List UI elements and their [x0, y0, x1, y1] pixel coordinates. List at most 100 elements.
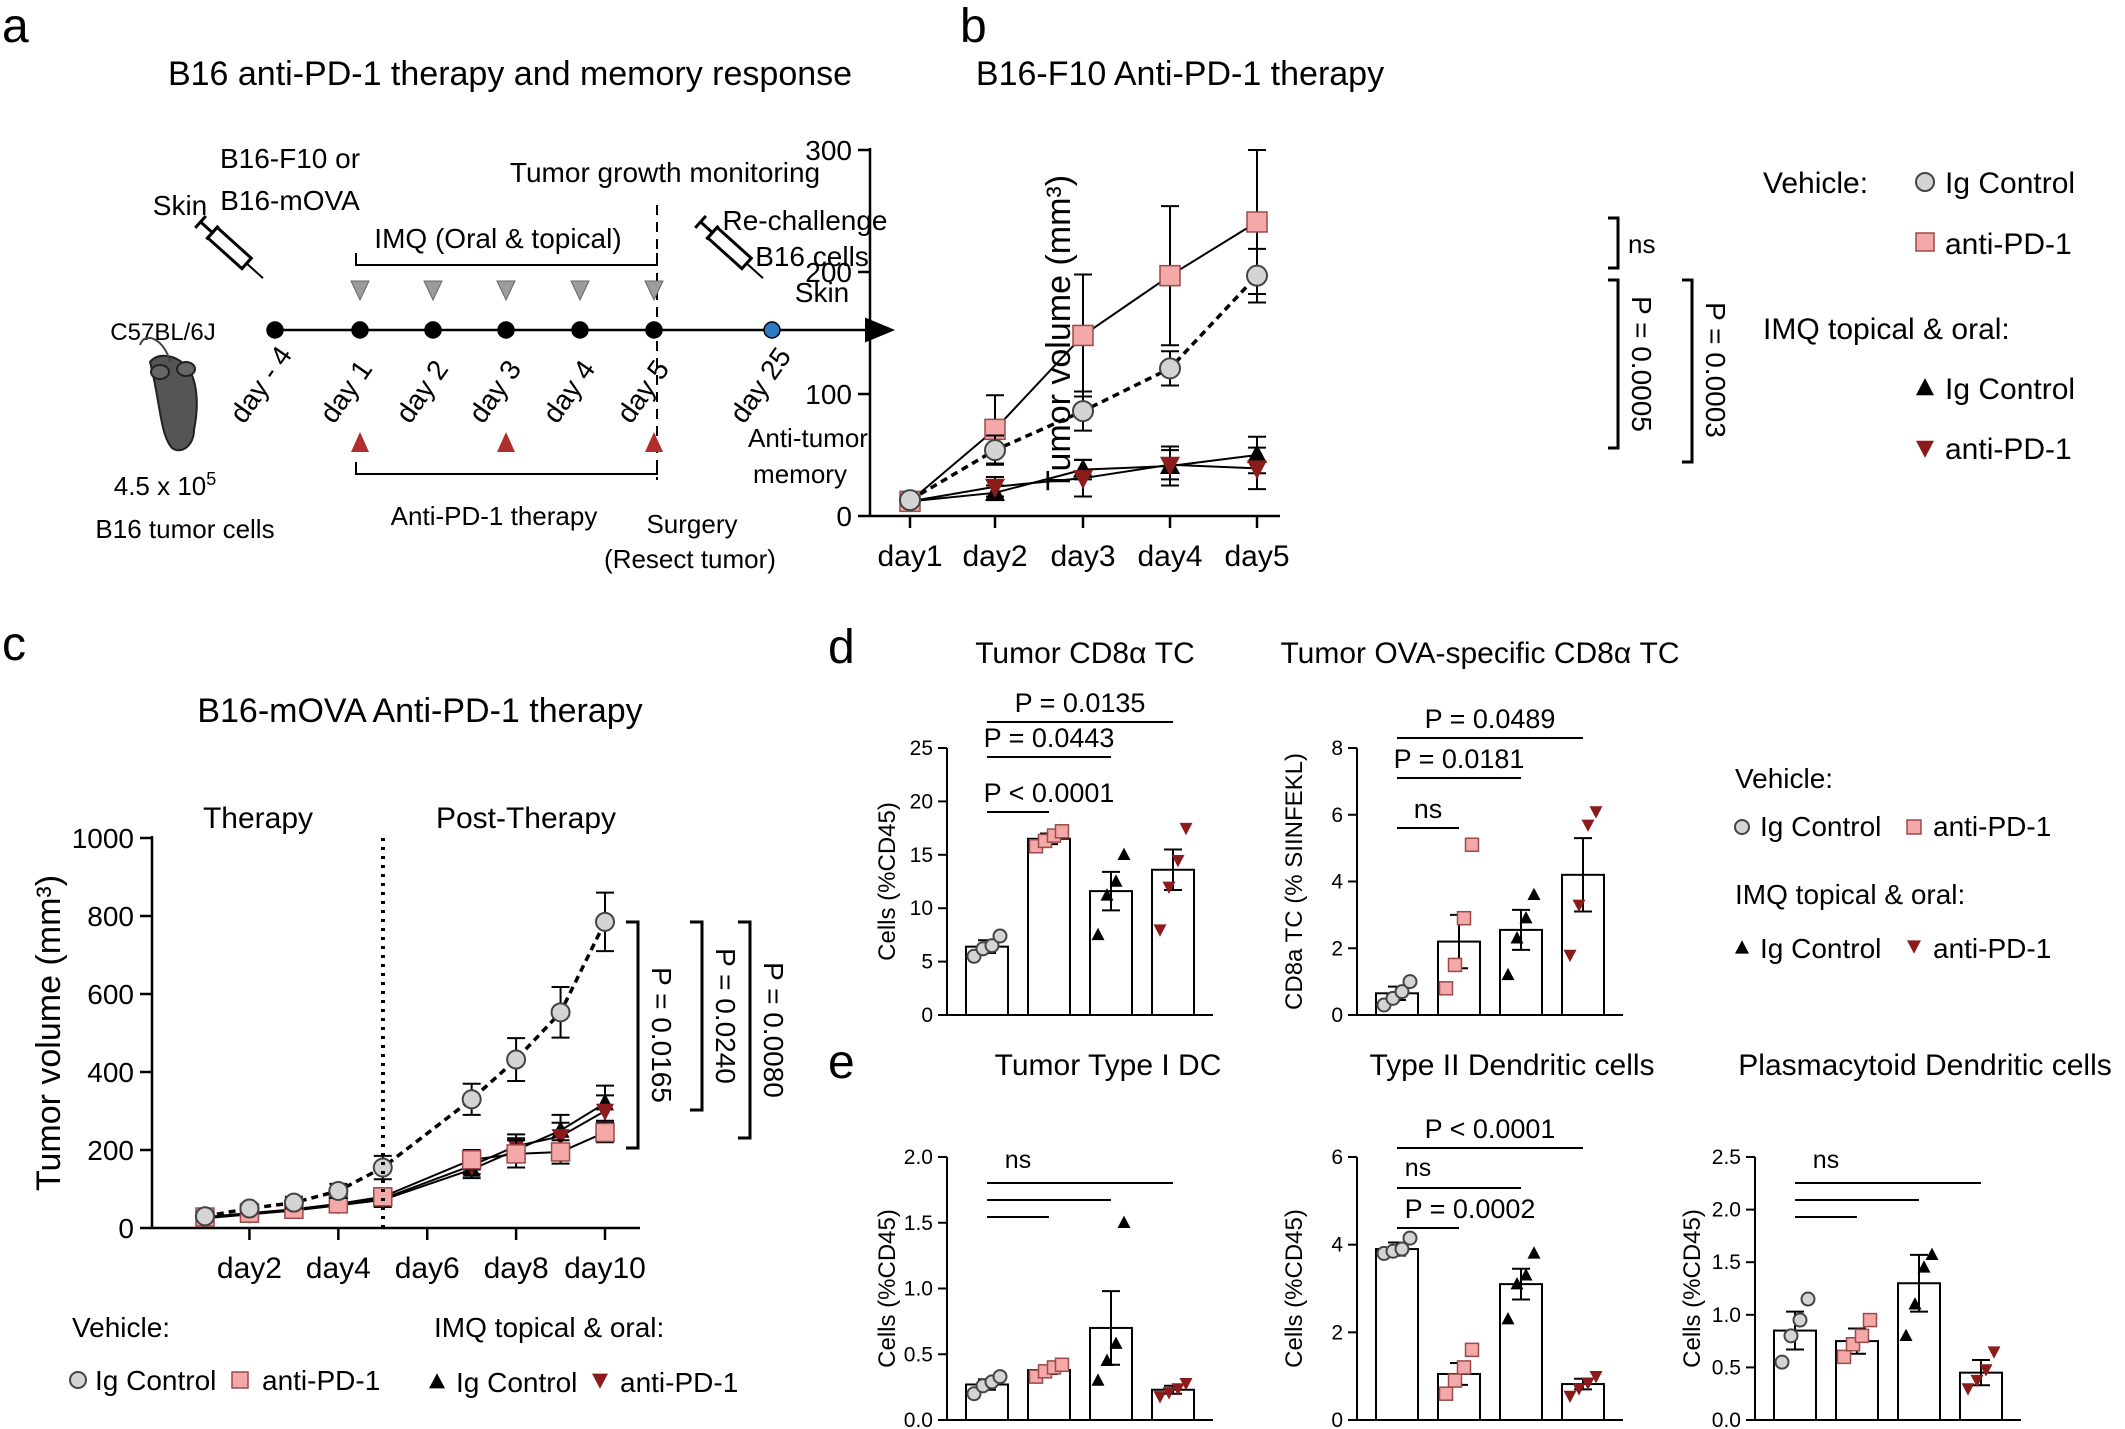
data-point — [1510, 931, 1524, 944]
timeline-dot — [763, 321, 781, 339]
timeline-day-label: day 4 — [537, 355, 602, 429]
data-point — [1072, 400, 1094, 423]
panel-letter: d — [828, 621, 855, 674]
data-point — [1510, 1276, 1524, 1290]
data-point — [1572, 1383, 1586, 1396]
y-tick-label: 20 — [910, 790, 933, 813]
data-point — [1572, 899, 1586, 913]
data-point — [1862, 1312, 1878, 1328]
y-tick-label: 0.0 — [1712, 1409, 1741, 1429]
syringe-icon — [694, 214, 764, 279]
sig-label: P = 0.0002 — [1405, 1194, 1536, 1224]
rechallenge-label: Re-challenge — [723, 205, 888, 236]
sig-label: ns — [1414, 794, 1443, 824]
data-point — [551, 1129, 570, 1147]
data-point — [1519, 1268, 1533, 1281]
legend-label: Ig Control — [1945, 373, 2075, 406]
panel-c: c B16-mOVA Anti-PD-1 therapy 0 200 400 600 800… — [2, 618, 789, 1398]
legend-label: anti-PD-1 — [1945, 228, 2072, 261]
sig-label: P < 0.0001 — [984, 778, 1115, 808]
y-tick-label: 0.5 — [1712, 1356, 1741, 1379]
y-tick-label: 6 — [1331, 1146, 1343, 1169]
chart-title: Tumor Type I DC — [995, 1049, 1222, 1082]
timeline-dot — [266, 321, 284, 339]
monitor-label: Tumor growth monitoring — [510, 157, 820, 188]
data-point — [1563, 1390, 1577, 1404]
phase-label: Post-Therapy — [436, 802, 616, 835]
data-point — [195, 1206, 215, 1227]
y-axis-label: Tumor volume (mm³) — [1040, 175, 1078, 491]
data-point — [1160, 456, 1180, 476]
y-tick-label: 400 — [87, 1057, 134, 1088]
data-point — [1792, 1312, 1808, 1328]
data-point — [1456, 1360, 1472, 1375]
y-tick-label: 0.0 — [904, 1409, 933, 1429]
data-point — [1979, 1364, 1993, 1377]
data-point — [1774, 1354, 1790, 1370]
therapy-bracket — [355, 462, 658, 475]
panel-a: a B16 anti-PD-1 therapy and memory respo… — [2, 0, 895, 574]
data-point — [1800, 1291, 1816, 1307]
data-point — [1563, 949, 1577, 963]
surgery-label: Surgery — [646, 509, 737, 539]
timeline-day-labels: day - 4 day 1 day 2 day 3 day 4 day 5 day 25 — [224, 341, 798, 429]
y-tick-label: 4 — [1331, 871, 1343, 894]
legend-marker — [1734, 819, 1750, 835]
legend-marker — [429, 1373, 445, 1389]
y-tick-label: 1.5 — [1712, 1251, 1741, 1274]
legend-marker — [592, 1373, 608, 1389]
timeline-dot — [571, 321, 589, 339]
data-point — [1100, 1353, 1114, 1367]
skin-label: Skin — [153, 190, 207, 221]
data-point — [283, 1192, 304, 1213]
legend-marker — [1915, 232, 1935, 252]
data-point — [992, 1369, 1008, 1385]
imq-dose-marker — [423, 280, 443, 302]
y-axis-label: Cells (%CD45) — [1679, 1209, 1706, 1368]
dose-label-2: B16 tumor cells — [95, 514, 274, 544]
sig-bracket — [1608, 216, 1620, 270]
data-point — [1159, 264, 1181, 287]
data-point — [1153, 924, 1167, 937]
data-point — [984, 938, 1000, 954]
panel-letter: b — [960, 0, 987, 53]
data-point — [1402, 974, 1418, 990]
legend-marker — [1915, 172, 1935, 192]
sig-label: ns — [1005, 1146, 1031, 1174]
legend-marker — [1916, 378, 1934, 396]
legend-label: anti-PD-1 — [1945, 433, 2072, 466]
data-point — [1162, 881, 1176, 894]
legends: Vehicle: Ig Control anti-PD-1 IMQ topical &… — [1734, 763, 2051, 964]
legend-label: Ig Control — [456, 1367, 577, 1398]
x-tick-label: day10 — [564, 1252, 646, 1285]
y-tick-label: 0 — [921, 1004, 933, 1027]
data-point — [550, 1142, 571, 1162]
data-point — [1908, 1297, 1922, 1310]
y-tick-label: 100 — [805, 379, 852, 410]
legend-marker — [1916, 440, 1934, 458]
y-tick-label: 1.5 — [904, 1212, 933, 1235]
sig-label: ns — [1813, 1146, 1839, 1174]
x-tick-label: day2 — [962, 540, 1027, 573]
series-line — [204, 921, 607, 1219]
data-point — [1925, 1247, 1939, 1261]
y-tick-label: 8 — [1331, 737, 1343, 760]
data-point — [1836, 1349, 1852, 1365]
data-point — [985, 478, 1005, 498]
y-tick-label: 2.0 — [1712, 1199, 1741, 1222]
data-point — [1072, 324, 1094, 347]
sig-label: P = 0.0443 — [984, 723, 1115, 753]
data-point — [1394, 984, 1410, 1000]
x-tick-label: day1 — [877, 540, 942, 573]
data-point — [1402, 1230, 1418, 1246]
data-point — [1589, 806, 1603, 819]
x-tick-label: day4 — [1137, 540, 1202, 573]
x-tick-label: day3 — [1050, 540, 1115, 573]
y-tick-label: 1.0 — [1712, 1304, 1741, 1327]
dose-label: 4.5 x 105 — [114, 469, 217, 501]
mouse-strain-label: C57BL/6J — [110, 319, 215, 346]
legend-group-label: IMQ topical & oral: — [434, 1312, 664, 1343]
data-point — [1970, 1374, 1984, 1388]
timeline-dot — [497, 321, 515, 339]
y-tick-label: 0 — [836, 501, 852, 532]
